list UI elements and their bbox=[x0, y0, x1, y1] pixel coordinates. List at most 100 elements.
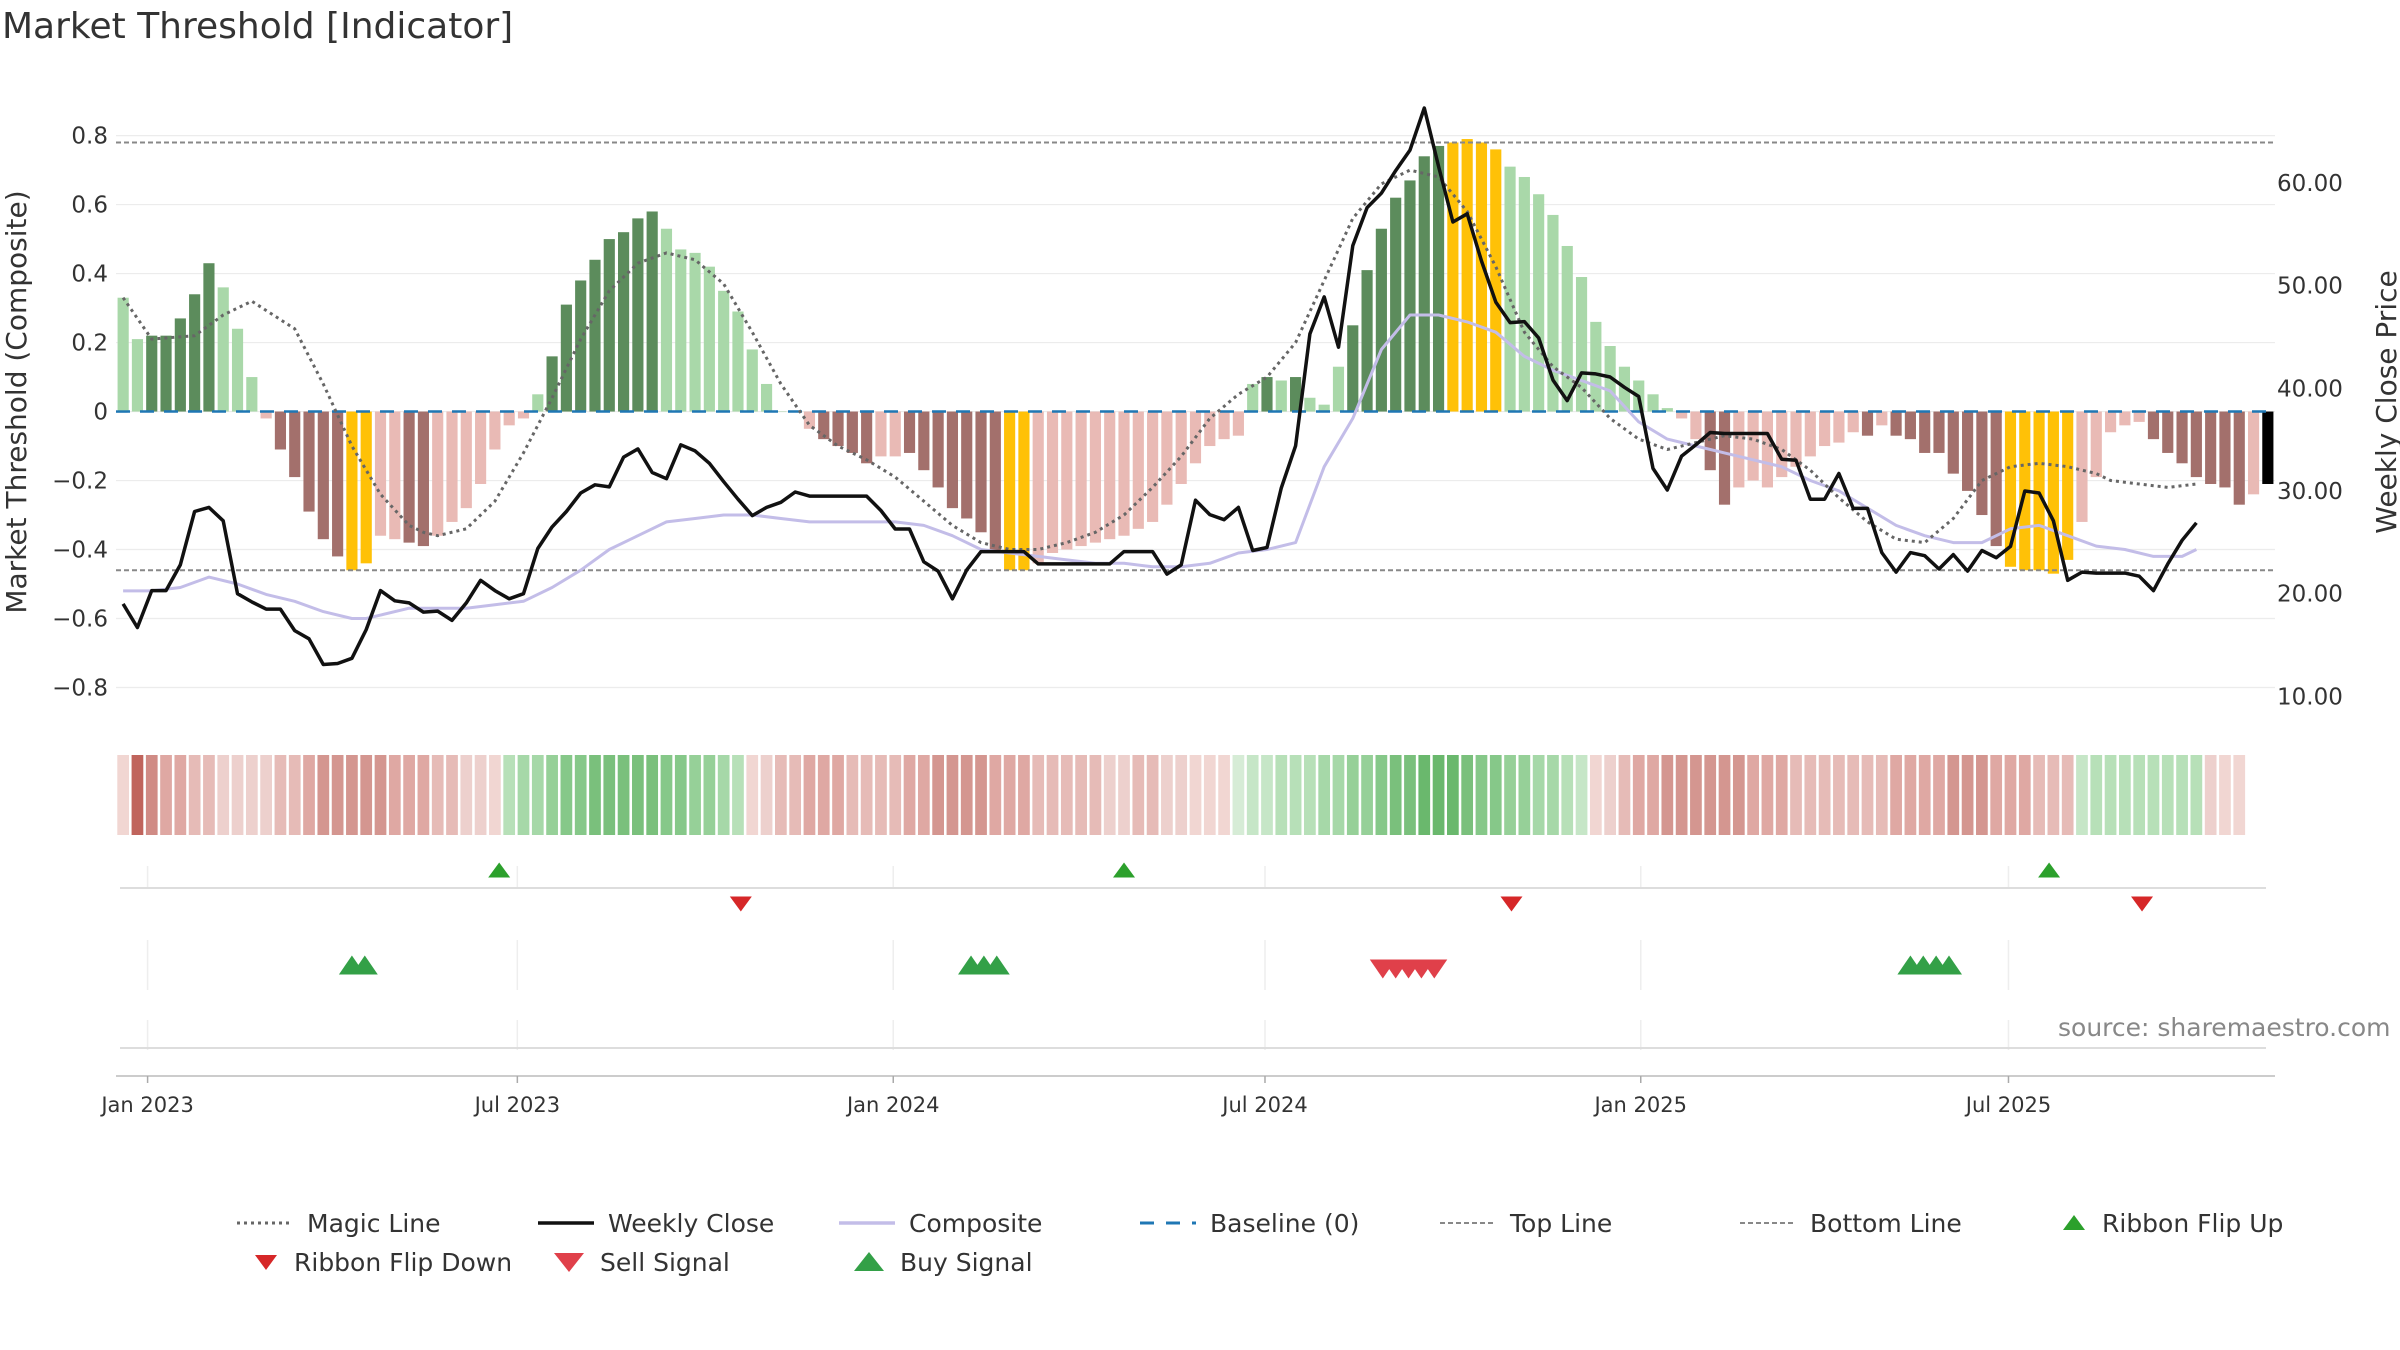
composite-bar bbox=[1919, 411, 1931, 453]
composite-bar bbox=[975, 411, 987, 533]
composite-bar bbox=[1876, 411, 1888, 426]
ribbon-cell bbox=[1318, 755, 1331, 835]
ribbon-cell bbox=[1361, 755, 1373, 835]
ribbon-cell bbox=[803, 755, 816, 835]
y-tick-label: −0.8 bbox=[52, 676, 108, 702]
composite-bar bbox=[1390, 197, 1402, 412]
composite-bar bbox=[1747, 411, 1759, 481]
y2-tick-label: 50.00 bbox=[2277, 274, 2343, 300]
composite-line bbox=[123, 313, 2198, 620]
x-axis-ticks: Jan 2023 Jul 2023 Jan 2024 Jul 2024 Jan 2025… bbox=[99, 1076, 2051, 1117]
composite-bar bbox=[632, 218, 644, 412]
composite-bar bbox=[1104, 411, 1116, 540]
composite-bar bbox=[946, 411, 959, 509]
ribbon-cell bbox=[817, 755, 830, 835]
composite-bar bbox=[403, 411, 415, 543]
buy-signal-marker bbox=[983, 955, 1010, 975]
signal-rows bbox=[116, 862, 2275, 1077]
ribbon-cell bbox=[1404, 755, 1416, 835]
composite-bar bbox=[2062, 411, 2074, 560]
composite-bar bbox=[1962, 411, 1974, 491]
composite-bar bbox=[2090, 411, 2102, 478]
composite-bar bbox=[1861, 411, 1874, 436]
composite-bar bbox=[174, 318, 186, 412]
composite-bar bbox=[1819, 411, 1831, 447]
composite-bar bbox=[1304, 397, 1316, 412]
composite-bar bbox=[1204, 411, 1216, 447]
ribbon-cell bbox=[360, 755, 373, 835]
ribbon-cell bbox=[274, 755, 287, 835]
composite-bar bbox=[260, 411, 272, 419]
ribbon-cell bbox=[1275, 755, 1288, 835]
composite-bar bbox=[2076, 411, 2088, 522]
ribbon-cell bbox=[1003, 755, 1016, 835]
x-tick-label: Jul 2025 bbox=[1964, 1093, 2051, 1117]
composite-bar bbox=[1704, 411, 1716, 471]
ribbon-cell bbox=[574, 755, 587, 835]
ribbon-cell bbox=[1976, 755, 1988, 835]
ribbon-cell bbox=[1561, 755, 1574, 835]
composite-bar bbox=[2176, 411, 2188, 464]
left-axis-ticks: −0.8 −0.6 −0.4 −0.2 0 0.2 0.4 0.6 0.8 bbox=[52, 124, 108, 702]
ribbon-cell bbox=[989, 755, 1002, 835]
composite-bar bbox=[346, 411, 358, 571]
ribbon-cell bbox=[1632, 755, 1645, 835]
y2-tick-label: 20.00 bbox=[2277, 582, 2343, 608]
ribbon-cell bbox=[2190, 755, 2203, 835]
ribbon-cell bbox=[131, 755, 144, 835]
composite-bar bbox=[532, 394, 544, 412]
x-tick-label: Jul 2024 bbox=[1220, 1093, 1307, 1117]
composite-bar bbox=[932, 411, 944, 488]
composite-bar bbox=[903, 411, 916, 453]
ribbon-cell bbox=[2047, 755, 2060, 835]
composite-bar bbox=[832, 411, 844, 447]
composite-bar bbox=[1147, 411, 1159, 522]
ribbon-cell bbox=[374, 755, 387, 835]
ribbon-cell bbox=[1618, 755, 1631, 835]
ribbon-cell bbox=[403, 755, 415, 835]
composite-bar bbox=[2205, 411, 2217, 484]
composite-bar bbox=[360, 411, 372, 564]
ribbon-cell bbox=[1504, 755, 1516, 835]
ribbon-cell bbox=[1761, 755, 1774, 835]
ribbon-flip-down-marker bbox=[2131, 896, 2154, 912]
composite-bar bbox=[2233, 411, 2245, 505]
composite-bar bbox=[1018, 411, 1030, 571]
composite-bar bbox=[1418, 156, 1430, 412]
composite-bar bbox=[2247, 411, 2260, 495]
composite-bar bbox=[1332, 366, 1345, 412]
ribbon-cell bbox=[1304, 755, 1316, 835]
y-tick-label: −0.2 bbox=[52, 469, 108, 495]
ribbon-cell bbox=[431, 755, 444, 835]
composite-bar bbox=[1661, 408, 1673, 412]
buy-signal-marker bbox=[351, 955, 378, 975]
ribbon-cell bbox=[346, 755, 358, 835]
composite-bar bbox=[918, 411, 930, 471]
composite-bar bbox=[1733, 411, 1745, 488]
y-tick-label: 0.6 bbox=[71, 193, 108, 219]
composite-bar bbox=[1575, 277, 1588, 412]
ribbon-cell bbox=[1146, 755, 1159, 835]
ribbon-cell bbox=[503, 755, 516, 835]
ribbon-cell bbox=[260, 755, 272, 835]
ribbon-cell bbox=[1447, 755, 1459, 835]
composite-bar bbox=[231, 328, 244, 412]
composite-bar bbox=[1075, 411, 1087, 547]
composite-bar bbox=[1490, 149, 1502, 412]
x-tick-label: Jan 2023 bbox=[99, 1093, 194, 1117]
ribbon-cell bbox=[632, 755, 644, 835]
ribbon-cell bbox=[1075, 755, 1087, 835]
y2-tick-label: 60.00 bbox=[2277, 171, 2343, 197]
ribbon-cell bbox=[288, 755, 301, 835]
ribbon-cell bbox=[1661, 755, 1674, 835]
composite-bar bbox=[1690, 411, 1702, 440]
ribbon-cell bbox=[2147, 755, 2160, 835]
ribbon-cell bbox=[2119, 755, 2131, 835]
composite-bar bbox=[1132, 411, 1144, 529]
composite-bar bbox=[675, 249, 687, 412]
ribbon-cell bbox=[1833, 755, 1845, 835]
ribbon-cell bbox=[1060, 755, 1073, 835]
composite-bar bbox=[317, 411, 329, 540]
composite-bar bbox=[1561, 245, 1573, 412]
ribbon-strip bbox=[117, 755, 2246, 835]
